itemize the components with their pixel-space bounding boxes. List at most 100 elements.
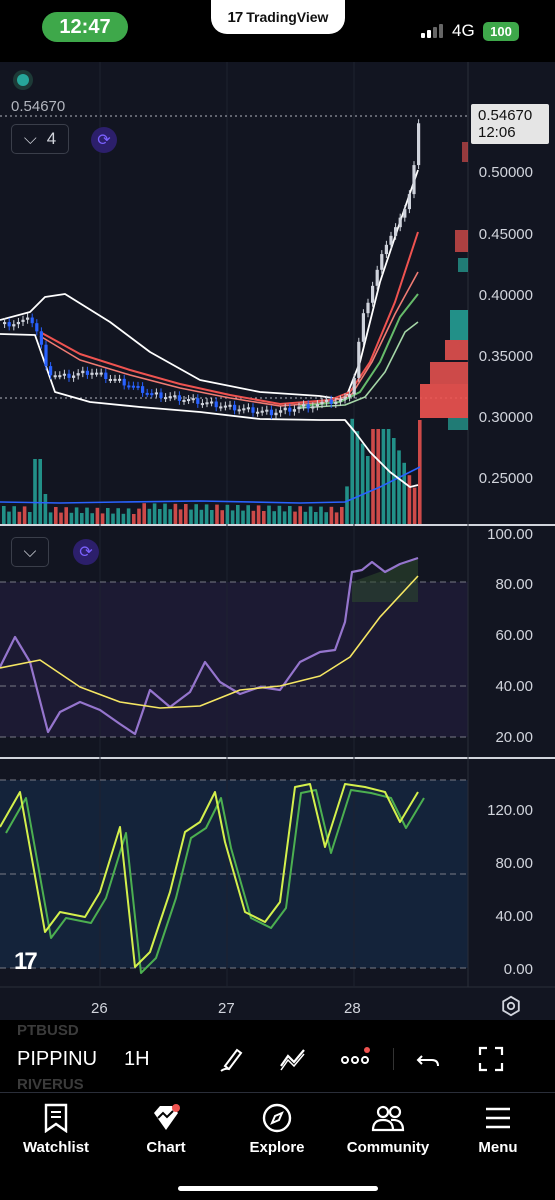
nav-chart[interactable]: Chart bbox=[116, 1103, 216, 1156]
undo-icon[interactable] bbox=[414, 1044, 444, 1074]
candle bbox=[306, 404, 310, 409]
volume-bar bbox=[256, 505, 261, 524]
volume-bar bbox=[137, 508, 141, 524]
candle bbox=[389, 235, 393, 245]
candle bbox=[118, 378, 122, 381]
status-time: 12:47 bbox=[42, 12, 128, 42]
toolbar-divider bbox=[393, 1048, 394, 1070]
volume-bar bbox=[74, 507, 79, 524]
volume-bar bbox=[215, 504, 219, 524]
candle bbox=[302, 404, 306, 407]
price-tick: 0.45000 bbox=[478, 226, 533, 243]
rsi-band bbox=[0, 582, 468, 737]
candle bbox=[228, 404, 232, 407]
nav-watchlist[interactable]: Watchlist bbox=[6, 1103, 106, 1156]
stoch-tick: 0.00 bbox=[503, 961, 533, 978]
indicator-count: 4 bbox=[46, 129, 57, 148]
interval-selector[interactable]: 1H bbox=[124, 1048, 150, 1070]
rsi-line bbox=[0, 556, 419, 736]
indicator-overlays bbox=[0, 169, 421, 504]
candle bbox=[279, 410, 283, 413]
candle bbox=[384, 244, 388, 255]
volume-bar bbox=[402, 462, 406, 524]
candle bbox=[53, 375, 57, 378]
candle bbox=[81, 370, 85, 374]
volume-bar bbox=[262, 511, 266, 524]
rsi-tick: 20.00 bbox=[495, 729, 533, 746]
chart-settings-icon[interactable] bbox=[500, 995, 522, 1017]
volume-bar bbox=[241, 510, 245, 524]
candle bbox=[26, 317, 30, 320]
price-tick: 0.25000 bbox=[478, 470, 533, 487]
nav-explore[interactable]: Explore bbox=[227, 1103, 327, 1156]
date-tick: 28 bbox=[344, 1000, 361, 1017]
candle bbox=[210, 401, 214, 404]
volume-bar bbox=[17, 511, 22, 524]
candle bbox=[371, 285, 375, 303]
volume-bar bbox=[371, 429, 375, 524]
volume-bar bbox=[298, 506, 302, 524]
volume-bar bbox=[407, 475, 412, 524]
volume-bar bbox=[168, 509, 172, 524]
volume-bar bbox=[350, 418, 354, 524]
candle bbox=[16, 321, 20, 325]
candle bbox=[127, 385, 131, 388]
candle bbox=[49, 366, 53, 376]
volume-bar bbox=[204, 504, 209, 524]
previous-symbol[interactable]: PTBUSD bbox=[17, 1022, 79, 1039]
volume-bar bbox=[225, 504, 230, 524]
candle bbox=[58, 375, 62, 378]
last-price-label: 0.54670 bbox=[11, 98, 66, 115]
candle bbox=[361, 313, 365, 342]
chart-area[interactable]: 0.54670 ⌵ 4 ⟳ 0.54670 12:06 0.50000 0.45… bbox=[0, 62, 555, 1020]
volume-bar bbox=[64, 507, 68, 524]
volume-bar bbox=[230, 510, 235, 524]
volume-bar bbox=[314, 512, 318, 524]
candle bbox=[334, 401, 338, 404]
volume-bar bbox=[386, 429, 391, 524]
volume-bar bbox=[178, 509, 183, 524]
volume-bar bbox=[121, 513, 126, 524]
nav-community[interactable]: Community bbox=[338, 1103, 438, 1156]
candle bbox=[297, 406, 301, 410]
network-type: 4G bbox=[452, 21, 475, 40]
drawing-tools-icon[interactable] bbox=[278, 1044, 308, 1074]
brush-icon[interactable] bbox=[217, 1044, 247, 1074]
volume-bar bbox=[334, 512, 339, 524]
candle bbox=[145, 392, 149, 395]
nav-label: Explore bbox=[249, 1139, 305, 1156]
chart-canvas[interactable] bbox=[0, 62, 555, 1020]
ma-red bbox=[39, 231, 419, 405]
candle bbox=[315, 404, 319, 407]
candle bbox=[154, 392, 158, 395]
volume-bar bbox=[184, 504, 188, 524]
fullscreen-icon[interactable] bbox=[476, 1044, 506, 1074]
nav-menu[interactable]: Menu bbox=[448, 1103, 548, 1156]
community-icon bbox=[371, 1105, 405, 1132]
price-tick: 0.50000 bbox=[478, 164, 533, 181]
rsi-ma-line bbox=[0, 575, 419, 709]
candle bbox=[380, 254, 384, 270]
volume-bar bbox=[319, 506, 323, 524]
candle bbox=[177, 395, 181, 401]
more-icon[interactable] bbox=[340, 1044, 370, 1074]
candle bbox=[104, 372, 108, 380]
candle bbox=[219, 406, 223, 409]
indicators-toggle-button[interactable]: ⌵ 4 bbox=[11, 124, 69, 154]
volume-bar bbox=[272, 511, 276, 524]
candle bbox=[168, 396, 172, 399]
candle bbox=[260, 410, 264, 413]
volume-bar bbox=[360, 443, 365, 524]
next-symbol[interactable]: RIVERUS bbox=[17, 1076, 84, 1093]
symbol-selector[interactable]: PIPPINU bbox=[17, 1048, 98, 1070]
stoch-tick: 40.00 bbox=[495, 908, 533, 925]
candle bbox=[99, 372, 103, 375]
volume-bar bbox=[69, 512, 74, 524]
signal-icon bbox=[421, 24, 443, 38]
candle bbox=[311, 406, 315, 409]
sync-icon[interactable]: ⟳ bbox=[91, 127, 117, 153]
rsi-collapse-button[interactable]: ⌵ bbox=[11, 537, 49, 567]
volume-bar bbox=[152, 503, 157, 524]
sync-icon[interactable]: ⟳ bbox=[73, 539, 99, 565]
candle bbox=[108, 378, 112, 381]
